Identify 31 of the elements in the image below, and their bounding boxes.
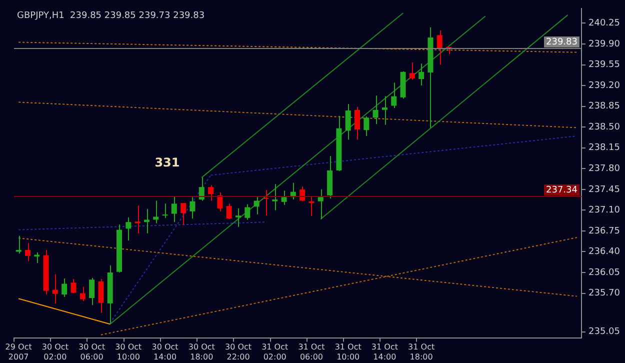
x-tick-label: 30 Oct 06:00 [78,342,106,362]
annotation: 331 [154,155,180,170]
x-tick-label: 31 Oct 18:00 [408,342,435,362]
y-tick-label: 237.80 [588,164,620,174]
x-tick-label: 31 Oct 02:00 [262,342,288,362]
ref-line-label: 239.83 [546,37,578,48]
x-tick-label: 30 Oct 02:00 [42,342,68,362]
y-tick-label: 235.70 [588,288,620,299]
x-tick-label: 31 Oct 06:00 [298,342,325,362]
x-tick-label: 30 Oct 14:00 [152,342,178,362]
y-tick-label: 239.90 [588,39,620,50]
x-tick-label: 30 Oct 10:00 [115,342,142,362]
ref-line-label: 237.34 [546,185,578,196]
y-tick-label: 239.20 [588,80,620,91]
y-tick-label: 238.15 [588,143,620,154]
y-tick-label: 236.75 [588,226,620,236]
y-tick-label: 239.55 [588,60,620,70]
y-tick-label: 237.10 [588,206,620,216]
x-tick-label: 31 Oct 14:00 [371,342,398,362]
y-tick-label: 237.45 [588,184,620,195]
y-tick-label: 236.40 [588,247,620,258]
chart-title: GBPJPY,H1 239.85 239.85 239.73 239.83 [17,11,205,22]
y-tick-label: 238.85 [588,102,620,112]
y-tick-label: 238.50 [588,122,620,132]
x-tick-label: 29 Oct 2007 [5,342,32,362]
y-tick-label: 236.05 [588,268,620,278]
y-tick-label: 235.05 [588,327,620,338]
x-tick-label: 31 Oct 10:00 [334,342,362,362]
x-tick-label: 30 Oct 22:00 [224,342,252,362]
x-tick-label: 30 Oct 18:00 [188,342,215,362]
y-tick-label: 240.25 [588,18,620,29]
